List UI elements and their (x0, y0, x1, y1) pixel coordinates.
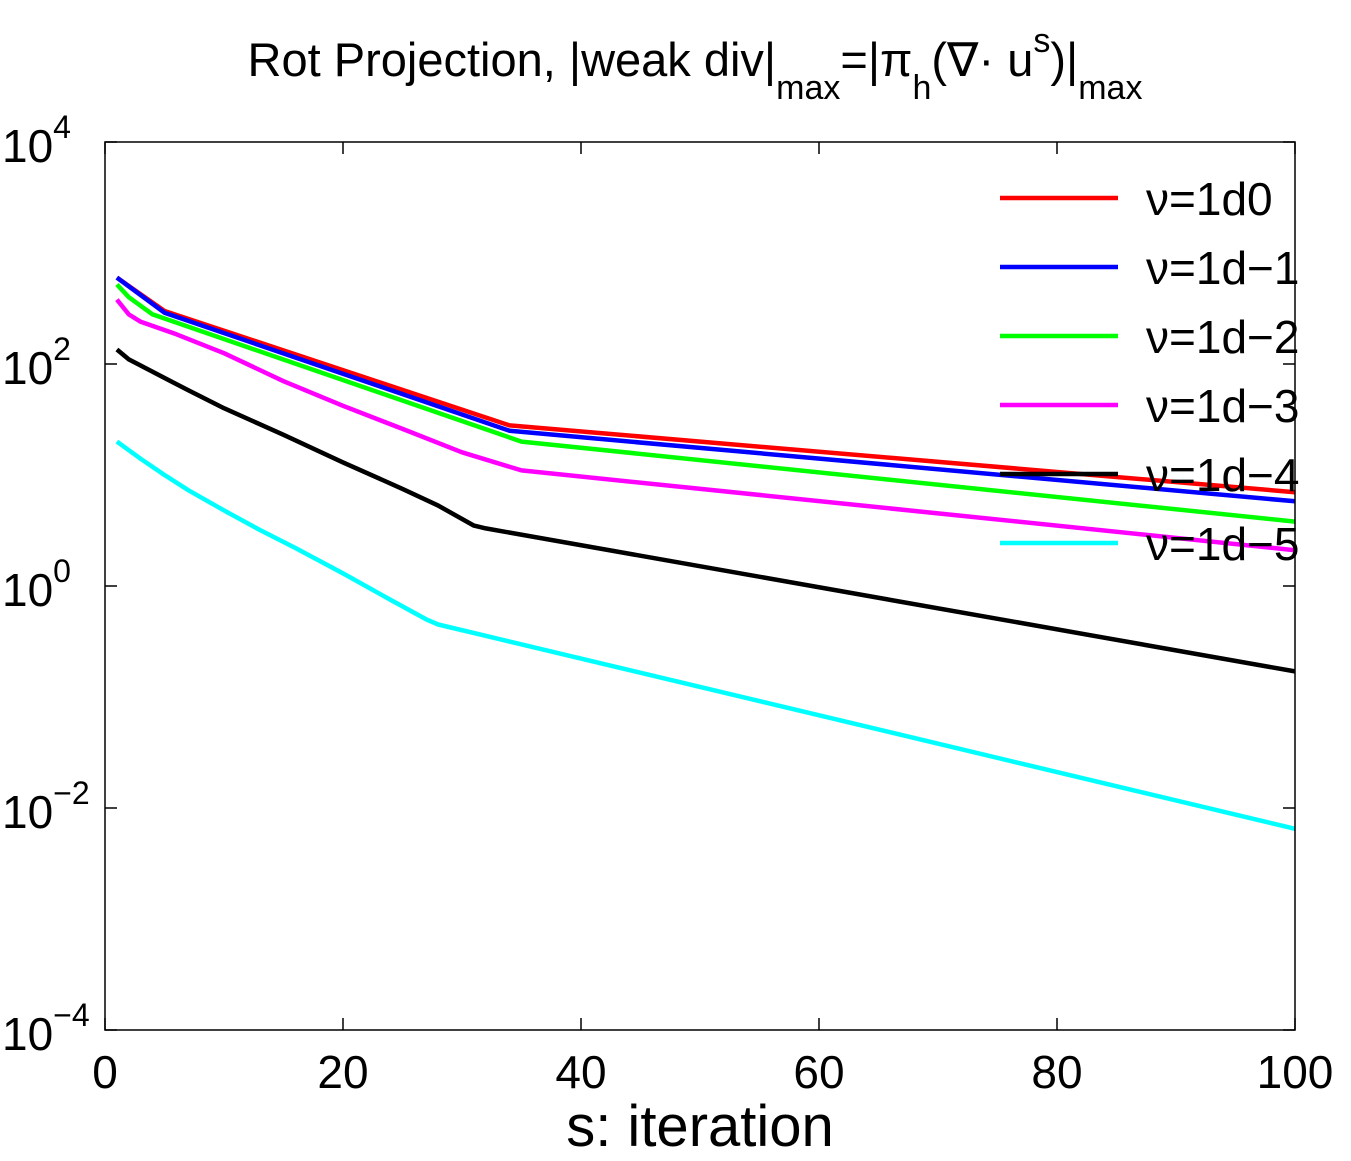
title-sub-max-2: max (1078, 69, 1142, 107)
title-sup-s: s (1033, 22, 1050, 60)
y-tick-label-3: 10−2 (2, 775, 90, 838)
legend-label-2: ν=1d−2 (1146, 311, 1299, 363)
series-line-3 (115, 298, 1296, 553)
series-line-2 (115, 282, 1296, 524)
y-tick-label-4: 10−4 (2, 997, 90, 1060)
x-tick-label-1: 20 (317, 1046, 368, 1098)
y-tick-label-1: 102 (2, 331, 71, 394)
legend-label-3: ν=1d−3 (1146, 380, 1299, 432)
chart-title: Rot Projection, |weak div|max=|πh(∇· us)… (248, 22, 1143, 107)
x-axis-ticks: 0 20 40 60 80 100 (92, 142, 1333, 1098)
legend-label-4: ν=1d−4 (1146, 449, 1299, 501)
x-tick-label-4: 80 (1031, 1046, 1082, 1098)
title-paren-close: )| (1050, 33, 1078, 86)
axes-box (104, 141, 1296, 1031)
legend: ν=1d0 ν=1d−1 ν=1d−2 ν=1d−3 ν=1d−4 ν=1d−5 (1000, 173, 1299, 570)
title-mid: =|π (840, 33, 912, 86)
series-line-5 (115, 439, 1296, 831)
title-prefix: Rot Projection, |weak div| (248, 33, 777, 86)
series-line-4 (115, 347, 1296, 674)
y-tick-label-0: 104 (2, 109, 71, 172)
y-axis-ticks: 104 102 100 10−2 10−4 (2, 109, 1295, 1060)
x-tick-label-0: 0 (92, 1046, 118, 1098)
x-tick-label-2: 40 (555, 1046, 606, 1098)
series-layer (115, 275, 1296, 831)
series-line-1 (115, 275, 1296, 504)
legend-label-5: ν=1d−5 (1146, 518, 1299, 570)
title-sub-h: h (912, 69, 931, 107)
x-tick-label-3: 60 (793, 1046, 844, 1098)
x-tick-label-5: 100 (1257, 1046, 1334, 1098)
x-axis-label: s: iteration (566, 1094, 834, 1159)
title-paren-open: (∇· u (931, 33, 1033, 86)
title-sub-max: max (776, 69, 840, 107)
y-tick-label-2: 100 (2, 553, 71, 616)
legend-label-0: ν=1d0 (1146, 173, 1273, 225)
legend-label-1: ν=1d−1 (1146, 242, 1299, 294)
